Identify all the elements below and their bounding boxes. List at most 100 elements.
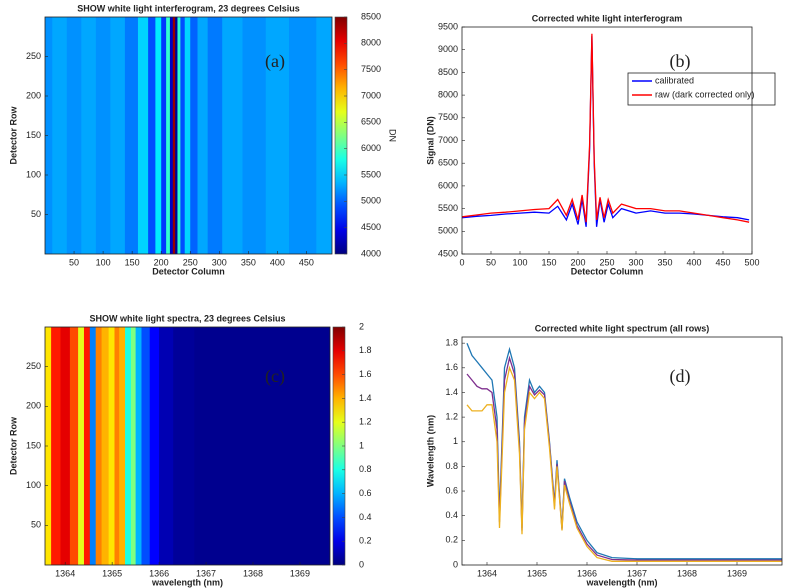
heat-strip xyxy=(265,17,290,254)
x-tick-label: 200 xyxy=(154,257,169,267)
heat-strip xyxy=(110,17,126,254)
colorbar-tick-label: 0.4 xyxy=(359,512,372,522)
legend-label: calibrated xyxy=(655,75,694,85)
x-tick-label: 450 xyxy=(299,257,314,267)
y-tick-label: 250 xyxy=(26,51,41,61)
heat-strip xyxy=(222,17,244,254)
plot-area xyxy=(462,33,750,227)
heat-strip xyxy=(137,17,149,254)
x-axis-label: wavelength (nm) xyxy=(151,577,223,587)
legend-box xyxy=(627,72,776,106)
heat-strip xyxy=(95,327,103,565)
x-tick-label: 1366 xyxy=(577,568,597,578)
y-tick-label: 5500 xyxy=(438,203,458,213)
x-tick-label: 100 xyxy=(96,257,111,267)
axes-frame xyxy=(461,26,753,255)
x-tick-label: 0 xyxy=(459,257,464,267)
heat-strip xyxy=(290,327,330,565)
y-tick-label: 0.4 xyxy=(445,510,458,520)
x-tick-label: 1368 xyxy=(677,568,697,578)
heat-strip xyxy=(207,17,223,254)
x-tick-label: 400 xyxy=(270,257,285,267)
colorbar-tick-label: 1.4 xyxy=(359,393,372,403)
plot-area xyxy=(45,327,330,565)
heat-strip xyxy=(149,327,160,565)
heat-strip xyxy=(78,327,85,565)
heat-strip xyxy=(180,17,186,254)
x-axis-label: wavelength (nm) xyxy=(585,577,657,587)
y-tick-label: 0.2 xyxy=(445,535,458,545)
chart-title: SHOW white light spectra, 23 degrees Cel… xyxy=(89,313,285,323)
legend-label: raw (dark corrected only) xyxy=(655,89,755,99)
x-tick-label: 1364 xyxy=(55,568,75,578)
plot-area xyxy=(45,17,332,254)
colorbar-tick-label: 1.6 xyxy=(359,369,372,379)
heat-strip xyxy=(83,327,91,565)
x-tick-label: 1368 xyxy=(243,568,263,578)
x-axis-label: Detector Column xyxy=(571,266,644,276)
y-tick-label: 150 xyxy=(26,440,41,450)
panel-annotation: (c) xyxy=(265,366,285,387)
y-tick-label: 1.4 xyxy=(445,387,458,397)
heat-strip xyxy=(81,17,97,254)
y-tick-label: 100 xyxy=(26,169,41,179)
x-tick-label: 1365 xyxy=(102,568,122,578)
heat-strip xyxy=(197,17,209,254)
data-line xyxy=(462,36,750,227)
x-tick-label: 1369 xyxy=(290,568,310,578)
y-tick-label: 7500 xyxy=(438,112,458,122)
colorbar-tick-label: 2 xyxy=(359,321,364,331)
x-tick-label: 150 xyxy=(541,257,556,267)
data-line xyxy=(462,33,750,223)
y-axis-label: Signal (DN) xyxy=(425,116,435,165)
x-tick-label: 300 xyxy=(628,257,643,267)
colorbar-tick-label: 5500 xyxy=(361,169,381,179)
y-tick-label: 1 xyxy=(453,436,458,446)
y-tick-label: 8500 xyxy=(438,67,458,77)
x-tick-label: 100 xyxy=(512,257,527,267)
heat-strip xyxy=(194,327,231,565)
heat-strip xyxy=(114,327,120,565)
heat-strip xyxy=(173,327,195,565)
heat-strip xyxy=(159,327,174,565)
y-tick-label: 0.6 xyxy=(445,485,458,495)
heat-strip xyxy=(184,17,191,254)
x-tick-label: 1367 xyxy=(196,568,216,578)
y-axis-label: Wavelength (nm) xyxy=(425,415,435,487)
y-tick-label: 1.2 xyxy=(445,411,458,421)
heat-strip xyxy=(69,327,79,565)
y-tick-label: 6000 xyxy=(438,180,458,190)
colorbar-label: DN xyxy=(388,129,398,142)
y-tick-label: 8000 xyxy=(438,89,458,99)
colorbar-tick-label: 8000 xyxy=(361,38,381,48)
heat-strip xyxy=(172,17,176,254)
colorbar-tick-label: 0.8 xyxy=(359,464,372,474)
x-tick-label: 350 xyxy=(241,257,256,267)
x-tick-label: 1369 xyxy=(727,568,747,578)
heat-strip xyxy=(175,17,178,254)
y-axis-label: Detector Row xyxy=(8,106,18,165)
heat-strip xyxy=(89,327,97,565)
heat-strip xyxy=(125,327,132,565)
colorbar-tick-label: 1 xyxy=(359,440,364,450)
heat-strip xyxy=(124,17,139,254)
colorbar-tick-label: 1.8 xyxy=(359,345,372,355)
heat-strip xyxy=(108,327,115,565)
y-tick-label: 5000 xyxy=(438,226,458,236)
heat-strip xyxy=(60,327,71,565)
colorbar-tick-label: 6500 xyxy=(361,117,381,127)
heat-strip xyxy=(166,17,171,254)
chart-title: Corrected white light spectrum (all rows… xyxy=(535,323,710,333)
heat-strip xyxy=(66,17,82,254)
y-tick-label: 50 xyxy=(31,209,41,219)
data-line xyxy=(466,342,782,560)
heat-strip xyxy=(130,327,137,565)
panel-annotation: (a) xyxy=(265,51,285,72)
data-line xyxy=(466,365,782,562)
chart-title: Corrected white light interferogram xyxy=(532,13,683,23)
data-line xyxy=(466,355,782,561)
plot-area xyxy=(466,342,782,562)
colorbar-tick-label: 6000 xyxy=(361,143,381,153)
colorbar-tick-label: 5000 xyxy=(361,196,381,206)
